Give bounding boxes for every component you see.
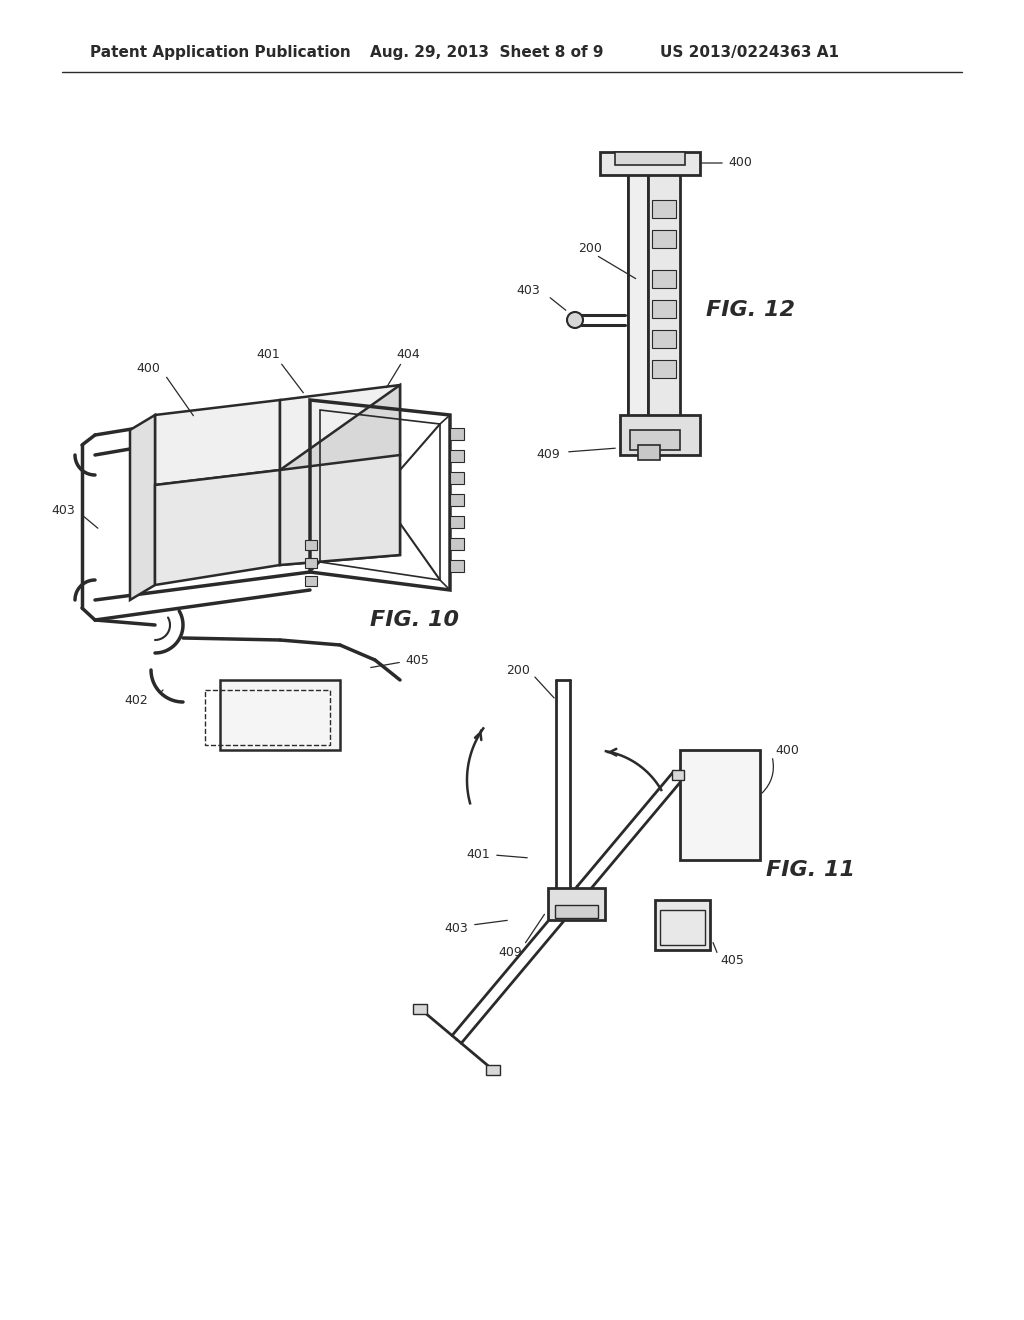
- Text: Aug. 29, 2013  Sheet 8 of 9: Aug. 29, 2013 Sheet 8 of 9: [370, 45, 603, 59]
- Text: FIG. 11: FIG. 11: [766, 861, 854, 880]
- Bar: [305, 576, 317, 586]
- Bar: [413, 1003, 427, 1014]
- Text: 200: 200: [506, 664, 530, 676]
- Bar: [450, 560, 464, 572]
- Polygon shape: [155, 400, 280, 484]
- Bar: [305, 540, 317, 550]
- Polygon shape: [652, 230, 676, 248]
- Polygon shape: [648, 154, 680, 420]
- Polygon shape: [548, 888, 605, 920]
- Circle shape: [567, 312, 583, 327]
- Bar: [450, 473, 464, 484]
- Polygon shape: [630, 430, 680, 450]
- Text: 403: 403: [516, 284, 540, 297]
- Polygon shape: [600, 152, 700, 176]
- Bar: [305, 558, 317, 568]
- Polygon shape: [615, 152, 685, 165]
- Text: 402: 402: [124, 693, 148, 706]
- Polygon shape: [628, 154, 648, 420]
- Polygon shape: [680, 750, 760, 861]
- Bar: [450, 428, 464, 440]
- Text: FIG. 10: FIG. 10: [371, 610, 460, 630]
- Text: 401: 401: [256, 348, 280, 362]
- Bar: [450, 450, 464, 462]
- Polygon shape: [652, 330, 676, 348]
- Text: 400: 400: [136, 362, 160, 375]
- Text: 404: 404: [396, 348, 420, 362]
- Text: 405: 405: [406, 653, 429, 667]
- Text: 400: 400: [775, 743, 799, 756]
- Polygon shape: [652, 300, 676, 318]
- Polygon shape: [652, 271, 676, 288]
- Polygon shape: [638, 445, 660, 459]
- Text: 403: 403: [444, 921, 468, 935]
- Text: 409: 409: [537, 449, 560, 462]
- Bar: [486, 1065, 501, 1076]
- Polygon shape: [555, 906, 598, 917]
- Polygon shape: [620, 414, 700, 455]
- Polygon shape: [220, 680, 340, 750]
- Bar: [450, 516, 464, 528]
- Text: FIG. 12: FIG. 12: [706, 300, 795, 319]
- Text: 409: 409: [499, 945, 522, 958]
- Text: 403: 403: [51, 503, 75, 516]
- Polygon shape: [652, 201, 676, 218]
- Bar: [450, 539, 464, 550]
- Bar: [450, 494, 464, 506]
- Text: 405: 405: [720, 953, 743, 966]
- Polygon shape: [155, 470, 280, 585]
- Polygon shape: [655, 900, 710, 950]
- Polygon shape: [652, 360, 676, 378]
- Text: 401: 401: [466, 849, 490, 862]
- Text: US 2013/0224363 A1: US 2013/0224363 A1: [660, 45, 839, 59]
- Polygon shape: [280, 385, 400, 470]
- Text: 400: 400: [728, 157, 752, 169]
- Polygon shape: [130, 414, 155, 601]
- Text: Patent Application Publication: Patent Application Publication: [90, 45, 351, 59]
- Text: 200: 200: [579, 242, 602, 255]
- Polygon shape: [280, 385, 400, 565]
- Polygon shape: [280, 455, 400, 565]
- Bar: [673, 770, 684, 780]
